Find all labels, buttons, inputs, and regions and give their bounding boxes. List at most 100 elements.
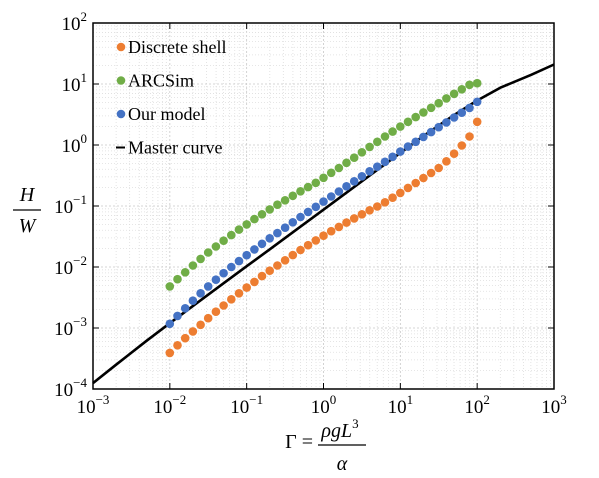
y-label-numerator: H: [19, 184, 36, 206]
discrete-shell-point: [380, 198, 390, 207]
our-model-point: [442, 118, 451, 127]
discrete-shell-point: [180, 333, 190, 343]
our-model-point: [434, 122, 444, 132]
y-tick-label: 10−4: [54, 375, 87, 401]
our-model-point: [265, 234, 275, 243]
our-model-point: [365, 167, 374, 176]
legend-swatch: [116, 76, 126, 85]
discrete-shell-point: [365, 206, 374, 215]
discrete-shell-point: [342, 218, 351, 227]
discrete-shell-point: [434, 163, 444, 173]
arcsim-point: [472, 78, 482, 88]
discrete-shell-point: [442, 157, 451, 166]
arcsim-point: [365, 142, 374, 152]
legend-item-discrete-shell: Discrete shell: [116, 37, 226, 57]
our-model-point: [250, 245, 259, 254]
legend-item-arcsim: ARCSim: [116, 71, 194, 91]
arcsim-point: [196, 254, 205, 264]
discrete-shell-point: [219, 301, 228, 310]
x-tick-label: 10−1: [230, 392, 263, 418]
discrete-shell-point: [288, 250, 298, 260]
discrete-shell-point: [419, 173, 428, 183]
x-tick-label: 102: [464, 392, 490, 418]
discrete-shell-point: [173, 341, 182, 350]
arcsim-point: [334, 163, 344, 173]
discrete-shell-point: [457, 141, 467, 150]
x-tick-label: 10−3: [77, 392, 110, 418]
discrete-shell-point: [165, 348, 175, 358]
arcsim-point: [273, 200, 282, 209]
arcsim-point: [234, 225, 244, 234]
our-model-point: [388, 152, 397, 162]
legend-item-our-model: Our model: [116, 104, 205, 124]
discrete-shell-point: [311, 236, 321, 245]
arcsim-point: [311, 178, 321, 188]
legend-swatch: [116, 109, 126, 119]
our-model-point: [326, 192, 336, 201]
arcsim-point: [265, 205, 275, 214]
arcsim-point: [349, 153, 359, 162]
our-model-point: [396, 147, 405, 156]
legend-item-master-curve: Master curve: [116, 138, 222, 158]
our-model-point: [403, 142, 413, 151]
our-model-point: [227, 262, 236, 272]
our-model-point: [303, 207, 313, 217]
arcsim-point: [457, 85, 467, 94]
our-model-point: [296, 212, 305, 222]
discrete-shell-point: [472, 117, 482, 127]
discrete-shell-point: [411, 178, 421, 188]
arcsim-point: [165, 282, 175, 291]
discrete-shell-point: [319, 231, 328, 240]
our-model-point: [196, 289, 205, 298]
arcsim-point: [219, 236, 228, 245]
arcsim-point: [211, 242, 221, 251]
discrete-shell-point: [280, 255, 290, 265]
discrete-shell-point: [426, 168, 436, 178]
arcsim-point: [357, 148, 367, 157]
our-model-point: [257, 239, 267, 249]
discrete-shell-point: [396, 188, 405, 198]
discrete-shell-point: [465, 132, 474, 141]
our-model-point: [242, 250, 251, 260]
our-model-point: [219, 268, 228, 278]
our-model-point: [211, 275, 221, 285]
discrete-shell-point: [211, 307, 221, 317]
our-model-point: [357, 172, 367, 181]
arcsim-point: [465, 80, 474, 90]
our-model-point: [472, 97, 482, 107]
our-model-point: [180, 304, 190, 313]
our-model-point: [342, 182, 351, 191]
x-label-numerator: ρgL3: [320, 416, 358, 442]
our-model-point: [311, 202, 321, 212]
discrete-shell-point: [234, 289, 244, 298]
our-model-point: [188, 296, 198, 306]
discrete-shell-point: [242, 283, 251, 292]
arcsim-point: [180, 268, 190, 277]
arcsim-point: [419, 108, 428, 117]
y-tick-label: 102: [62, 9, 88, 35]
our-model-point: [419, 132, 428, 142]
discrete-shell-point: [196, 320, 205, 330]
arcsim-point: [227, 230, 236, 240]
arcsim-point: [449, 89, 459, 99]
arcsim-point: [280, 196, 290, 205]
arcsim-point: [396, 122, 405, 131]
discrete-shell-point: [403, 183, 413, 193]
discrete-shell-point: [265, 266, 275, 276]
our-model-point: [165, 319, 175, 329]
our-model-point: [449, 113, 459, 122]
arcsim-point: [442, 94, 451, 103]
our-model-point: [273, 228, 282, 238]
arcsim-point: [373, 137, 382, 147]
arcsim-point: [380, 132, 390, 141]
our-model-point: [319, 197, 328, 206]
x-tick-label: 100: [311, 392, 337, 418]
x-axis-label: Γ = ρgL3 α: [285, 416, 366, 475]
discrete-shell-point: [357, 210, 367, 219]
x-tick-label: 103: [541, 392, 567, 418]
y-tick-label: 10−2: [54, 253, 87, 279]
arcsim-point: [342, 158, 351, 168]
legend-label: Our model: [128, 104, 205, 124]
discrete-shell-point: [373, 202, 382, 211]
